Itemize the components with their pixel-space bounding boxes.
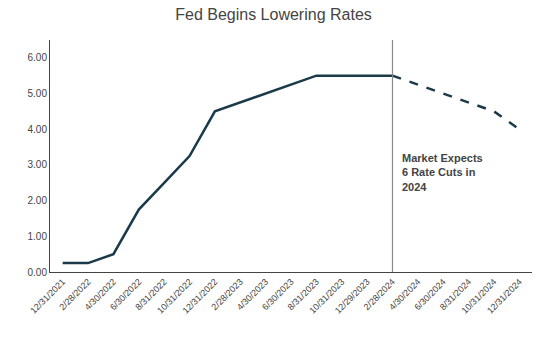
- svg-text:8/31/2024: 8/31/2024: [438, 277, 473, 312]
- svg-text:4/30/2024: 4/30/2024: [387, 277, 422, 312]
- svg-text:2/28/2023: 2/28/2023: [209, 277, 244, 312]
- svg-text:3.00: 3.00: [28, 159, 48, 170]
- svg-text:12/31/2024: 12/31/2024: [485, 277, 524, 316]
- svg-text:6/30/2023: 6/30/2023: [260, 277, 295, 312]
- svg-text:Market Expects6 Rate Cuts in20: Market Expects6 Rate Cuts in2024: [402, 152, 483, 193]
- svg-text:2/28/2024: 2/28/2024: [362, 277, 397, 312]
- svg-text:4.00: 4.00: [28, 124, 48, 135]
- svg-text:12/31/2022: 12/31/2022: [181, 277, 220, 316]
- svg-text:4/30/2023: 4/30/2023: [235, 277, 270, 312]
- svg-text:6/30/2024: 6/30/2024: [412, 277, 447, 312]
- svg-text:8/31/2023: 8/31/2023: [286, 277, 321, 312]
- svg-text:Fed Begins Lowering Rates: Fed Begins Lowering Rates: [175, 6, 372, 23]
- svg-text:10/31/2022: 10/31/2022: [155, 277, 194, 316]
- svg-text:5.00: 5.00: [28, 88, 48, 99]
- svg-text:0.00: 0.00: [28, 267, 48, 278]
- svg-text:12/29/2023: 12/29/2023: [333, 277, 372, 316]
- svg-text:8/31/2022: 8/31/2022: [133, 277, 168, 312]
- svg-text:12/31/2021: 12/31/2021: [28, 277, 67, 316]
- svg-text:4/30/2022: 4/30/2022: [83, 277, 118, 312]
- svg-text:2.00: 2.00: [28, 195, 48, 206]
- svg-text:10/31/2023: 10/31/2023: [307, 277, 346, 316]
- svg-text:6/30/2022: 6/30/2022: [108, 277, 143, 312]
- svg-text:10/31/2024: 10/31/2024: [460, 277, 499, 316]
- svg-text:6.00: 6.00: [28, 52, 48, 63]
- svg-text:1.00: 1.00: [28, 231, 48, 242]
- svg-text:2/28/2022: 2/28/2022: [57, 277, 92, 312]
